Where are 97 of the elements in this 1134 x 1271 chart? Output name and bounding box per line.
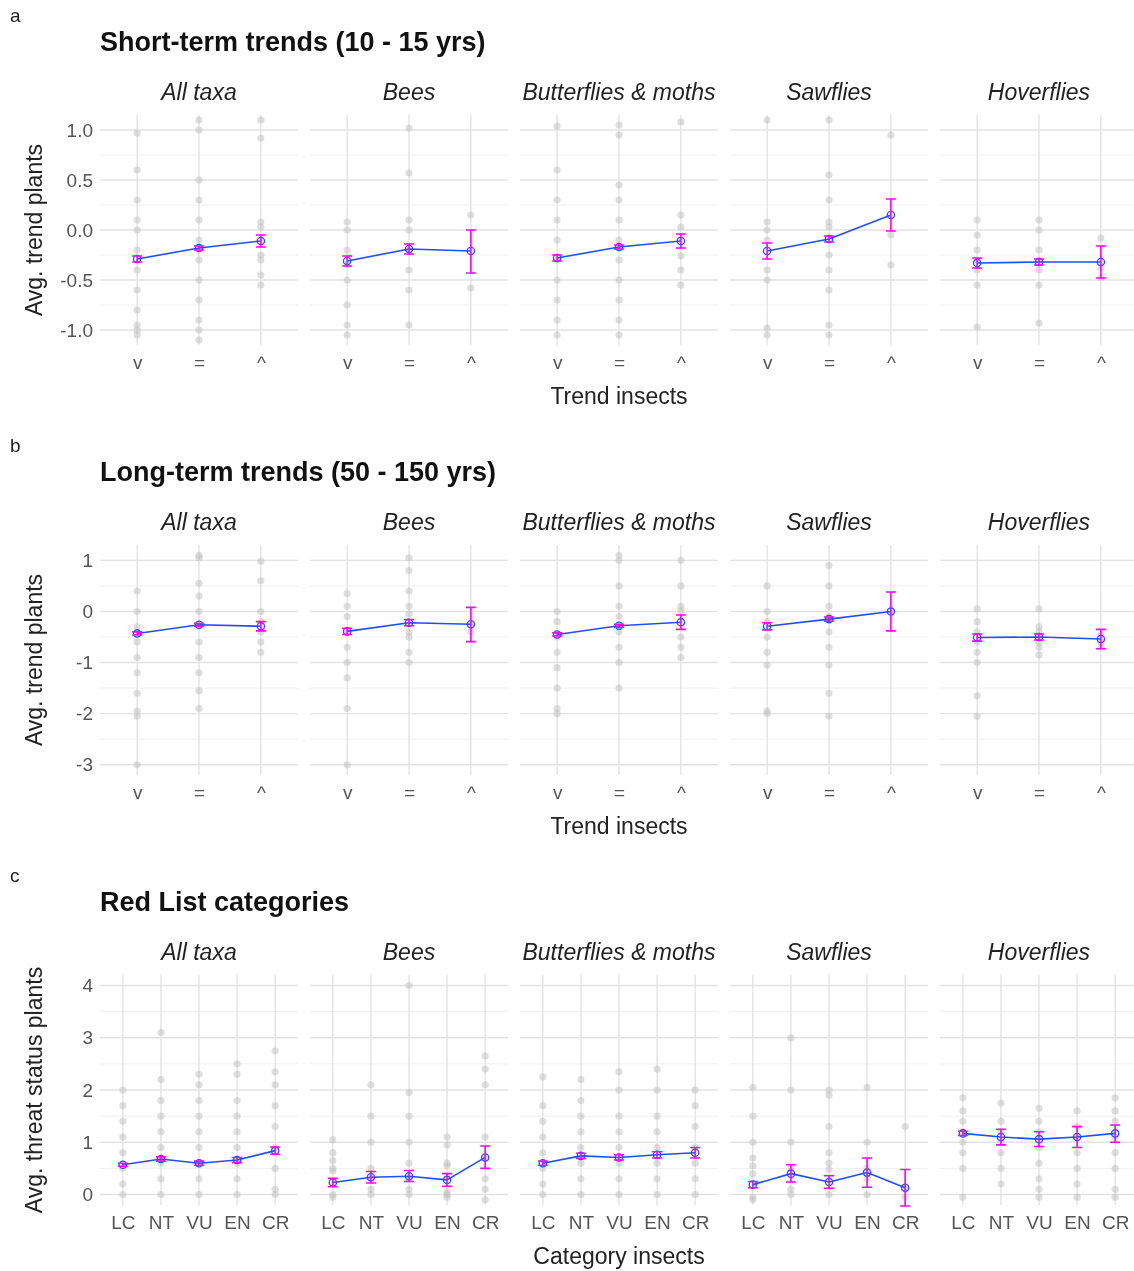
chart-title: Butterflies & moths bbox=[522, 509, 716, 535]
chart-title: Hoverflies bbox=[987, 939, 1091, 965]
y-tick-label: 0 bbox=[82, 601, 93, 623]
x-tick-label: v bbox=[132, 782, 143, 804]
chart-title: All taxa bbox=[159, 79, 237, 105]
x-tick-label: LC bbox=[741, 1212, 766, 1234]
x-tick-label: v bbox=[762, 352, 773, 374]
x-tick-label: v bbox=[132, 352, 143, 374]
x-tick-label: v bbox=[552, 352, 563, 374]
x-tick-label: = bbox=[193, 352, 206, 374]
text: Long-term trends (50 - 150 yrs) bbox=[100, 457, 497, 487]
chart-title: Hoverflies bbox=[987, 509, 1091, 535]
x-tick-label: CR bbox=[891, 1212, 920, 1234]
x-tick-label: CR bbox=[681, 1212, 710, 1234]
chart-title: Bees bbox=[382, 939, 436, 965]
x-tick-label: NT bbox=[988, 1212, 1015, 1234]
x-tick-label: = bbox=[613, 782, 626, 804]
chart-title: Bees bbox=[382, 79, 436, 105]
x-tick-label: NT bbox=[568, 1212, 595, 1234]
x-tick-label: = bbox=[823, 782, 836, 804]
x-axis-title: Trend insects bbox=[550, 813, 688, 839]
x-tick-label: LC bbox=[321, 1212, 346, 1234]
x-tick-label: = bbox=[613, 352, 626, 374]
x-tick-label: v bbox=[972, 352, 983, 374]
text: Short-term trends (10 - 15 yrs) bbox=[100, 27, 486, 57]
y-tick-label: 3 bbox=[82, 1027, 93, 1049]
x-tick-label: ^ bbox=[886, 352, 896, 374]
x-tick-label: = bbox=[1033, 782, 1046, 804]
y-tick-label: 1.0 bbox=[66, 119, 93, 141]
chart-title: All taxa bbox=[159, 509, 237, 535]
x-tick-label: ^ bbox=[256, 782, 266, 804]
x-tick-label: v bbox=[762, 782, 773, 804]
y-tick-label: 2 bbox=[82, 1079, 93, 1101]
x-tick-label: = bbox=[823, 352, 836, 374]
y-tick-label: -2 bbox=[76, 703, 93, 725]
chart-title: Bees bbox=[382, 509, 436, 535]
x-tick-label: ^ bbox=[1096, 782, 1106, 804]
x-tick-label: CR bbox=[471, 1212, 500, 1234]
y-tick-label: -0.5 bbox=[60, 269, 93, 291]
y-tick-label: 0.5 bbox=[66, 169, 93, 191]
x-tick-label: LC bbox=[531, 1212, 556, 1234]
x-tick-label: ^ bbox=[1096, 352, 1106, 374]
y-tick-label: 0.0 bbox=[66, 219, 93, 241]
x-tick-label: NT bbox=[778, 1212, 805, 1234]
x-tick-label: VU bbox=[186, 1212, 213, 1234]
chart-title: Butterflies & moths bbox=[522, 79, 716, 105]
chart-title: Sawflies bbox=[786, 79, 873, 105]
y-tick-label: 0 bbox=[82, 1184, 93, 1206]
x-tick-label: EN bbox=[854, 1212, 881, 1234]
chart-title: Sawflies bbox=[786, 939, 873, 965]
text: c bbox=[10, 865, 20, 886]
x-tick-label: CR bbox=[1101, 1212, 1130, 1234]
x-tick-label: ^ bbox=[676, 782, 686, 804]
chart-title: All taxa bbox=[159, 939, 237, 965]
x-tick-label: LC bbox=[111, 1212, 136, 1234]
x-tick-label: ^ bbox=[886, 782, 896, 804]
x-tick-label: VU bbox=[816, 1212, 843, 1234]
y-tick-label: 4 bbox=[82, 975, 94, 997]
chart-title: Butterflies & moths bbox=[522, 939, 716, 965]
x-tick-label: v bbox=[552, 782, 563, 804]
x-tick-label: v bbox=[342, 782, 353, 804]
x-tick-label: = bbox=[193, 782, 206, 804]
x-tick-label: ^ bbox=[466, 782, 476, 804]
x-tick-label: EN bbox=[644, 1212, 671, 1234]
x-tick-label: NT bbox=[358, 1212, 385, 1234]
x-axis-title: Category insects bbox=[533, 1243, 705, 1269]
y-tick-label: 1 bbox=[82, 1131, 93, 1153]
x-tick-label: LC bbox=[951, 1212, 976, 1234]
x-tick-label: v bbox=[342, 352, 353, 374]
x-tick-label: v bbox=[972, 782, 983, 804]
x-tick-label: VU bbox=[396, 1212, 423, 1234]
x-axis-title: Trend insects bbox=[550, 383, 688, 409]
x-tick-label: VU bbox=[1026, 1212, 1053, 1234]
y-tick-label: -1 bbox=[76, 652, 93, 674]
y-tick-label: 1 bbox=[82, 549, 93, 571]
x-tick-label: EN bbox=[1064, 1212, 1091, 1234]
text: Red List categories bbox=[100, 887, 350, 917]
y-tick-label: -3 bbox=[76, 754, 93, 776]
text: b bbox=[10, 435, 21, 456]
y-axis-title: Avg. trend plants bbox=[21, 573, 47, 747]
x-tick-label: = bbox=[403, 782, 416, 804]
y-axis-title: Avg. threat status plants bbox=[21, 966, 47, 1214]
x-tick-label: NT bbox=[148, 1212, 175, 1234]
x-tick-label: CR bbox=[261, 1212, 290, 1234]
x-tick-label: ^ bbox=[466, 352, 476, 374]
y-axis-title: Avg. trend plants bbox=[21, 143, 47, 317]
x-tick-label: VU bbox=[606, 1212, 633, 1234]
x-tick-label: EN bbox=[434, 1212, 461, 1234]
x-tick-label: EN bbox=[224, 1212, 251, 1234]
x-tick-label: = bbox=[403, 352, 416, 374]
chart-title: Sawflies bbox=[786, 509, 873, 535]
text: a bbox=[10, 5, 21, 26]
x-tick-label: ^ bbox=[676, 352, 686, 374]
x-tick-label: ^ bbox=[256, 352, 266, 374]
x-tick-label: = bbox=[1033, 352, 1046, 374]
y-tick-label: -1.0 bbox=[60, 319, 93, 341]
chart-title: Hoverflies bbox=[987, 79, 1091, 105]
